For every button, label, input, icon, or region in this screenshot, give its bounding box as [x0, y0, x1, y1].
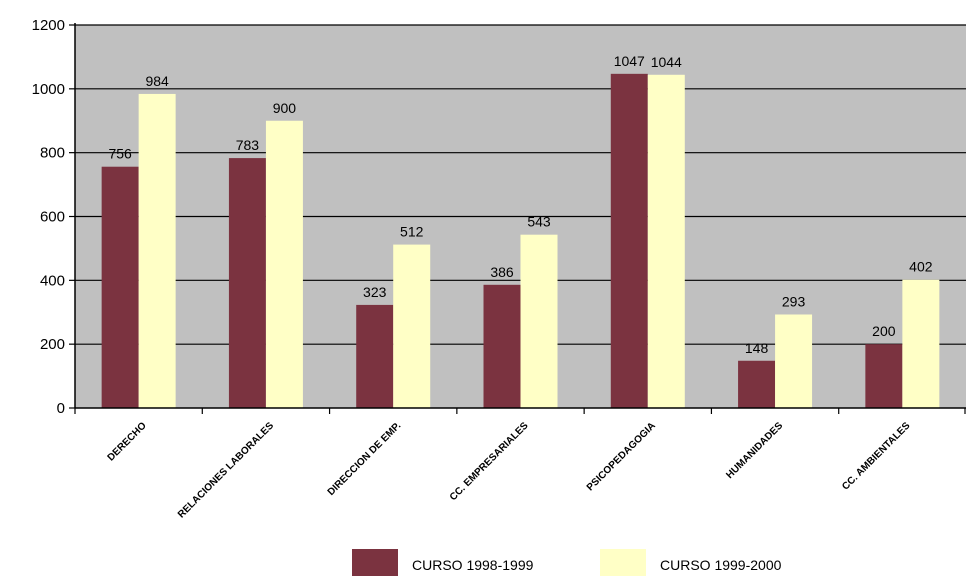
category-label: CC. AMBIENTALES: [840, 420, 912, 492]
y-tick-label: 0: [57, 400, 65, 417]
data-label: 200: [872, 323, 896, 339]
data-label: 756: [108, 146, 132, 162]
category-label: DERECHO: [106, 420, 149, 463]
bar-curso-1998-1999: [356, 304, 394, 408]
category-label: HUMANIDADES: [724, 420, 785, 481]
category-label: PSICOPEDAGOGIA: [585, 420, 658, 493]
data-label: 783: [236, 137, 260, 153]
y-tick-label: 800: [40, 145, 65, 162]
y-tick-label: 600: [40, 209, 65, 226]
data-label: 900: [273, 100, 297, 116]
bar-curso-1999-2000: [647, 74, 685, 408]
legend: CURSO 1998-1999 CURSO 1999-2000: [352, 549, 782, 576]
legend-swatch: [352, 549, 398, 576]
y-tick-label: 400: [40, 272, 65, 289]
data-label: 148: [745, 340, 769, 356]
data-label: 984: [145, 73, 169, 89]
bar-curso-1999-2000: [138, 93, 176, 408]
bar-curso-1998-1999: [101, 166, 139, 408]
data-label: 1047: [614, 53, 645, 69]
y-axis-ticks: 0 200 400 600 800 1000 1200: [32, 17, 75, 417]
bar-curso-1998-1999: [610, 73, 648, 409]
data-label: 323: [363, 284, 387, 300]
bar-curso-1998-1999: [865, 344, 903, 408]
y-tick-label: 200: [40, 336, 65, 353]
category-label: CC. EMPRESARIALES: [448, 420, 531, 503]
y-tick-label: 1000: [32, 81, 65, 98]
data-label: 386: [490, 264, 514, 280]
bar-curso-1998-1999: [228, 158, 266, 408]
bar-curso-1998-1999: [483, 284, 521, 408]
data-label: 512: [400, 224, 424, 240]
data-label: 543: [527, 214, 551, 230]
bar-curso-1999-2000: [775, 314, 813, 408]
data-label: 293: [782, 293, 806, 309]
bar-curso-1999-2000: [902, 279, 940, 408]
legend-label: CURSO 1999-2000: [660, 557, 782, 573]
category-label: DIRECCION DE EMP.: [326, 420, 404, 498]
data-label: 402: [909, 259, 933, 275]
data-label: 1044: [651, 54, 682, 70]
category-label: RELACIONES LABORALES: [176, 420, 276, 520]
bar-curso-1999-2000: [520, 234, 558, 408]
bar-curso-1998-1999: [738, 360, 776, 408]
bars: [101, 73, 940, 409]
bar-curso-1999-2000: [265, 120, 303, 408]
y-tick-label: 1200: [32, 17, 65, 34]
bar-curso-1999-2000: [393, 244, 431, 408]
legend-swatch: [600, 549, 646, 576]
data-labels: 756 984 783 900 323 512 386 543 1047 1044 148 293 20…: [108, 53, 932, 356]
legend-label: CURSO 1998-1999: [412, 557, 534, 573]
category-labels: DERECHO RELACIONES LABORALES DIRECCION DE …: [106, 420, 913, 520]
